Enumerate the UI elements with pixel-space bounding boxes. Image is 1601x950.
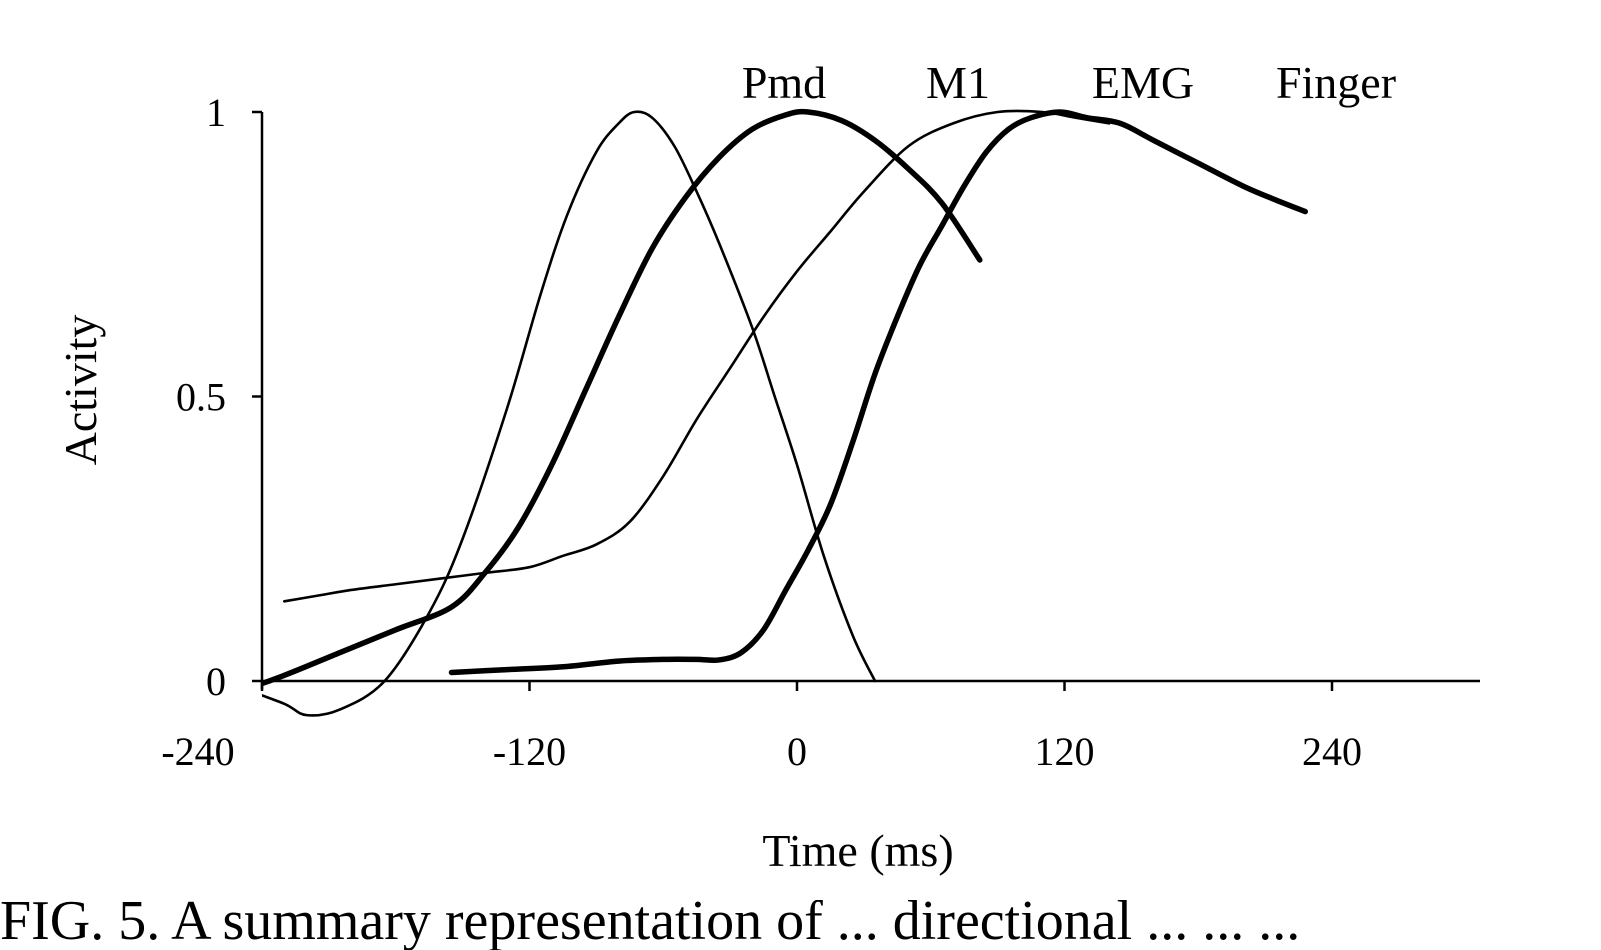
series-label-finger: Finger [1276,57,1396,108]
series-label-emg: EMG [1092,57,1194,108]
labels: -240 -120 0 120 240 0 0.5 1 Time (ms) Activity Pmd… [55,57,1396,876]
x-axis-label: Time (ms) [762,825,953,876]
x-tick-label: -120 [493,729,566,774]
series-line-m1 [262,108,983,687]
y-tick-label: 1 [206,90,226,135]
series-label-m1: M1 [926,57,990,108]
y-axis-label: Activity [55,315,106,466]
series-line-pmd [262,110,877,717]
x-tick-label: 120 [1035,729,1095,774]
y-tick-label: 0.5 [176,375,226,420]
series-line-emg [282,109,1111,603]
series-line-finger [448,109,1308,676]
figure-caption: FIG. 5. A summary representation of ... … [0,892,1301,950]
y-tick-label: 0 [206,659,226,704]
x-tick-label: -240 [161,729,234,774]
x-tick-label: 240 [1302,729,1362,774]
plot-area [262,108,1308,717]
series-label-pmd: Pmd [742,57,826,108]
axes [252,110,1480,691]
x-tick-label: 0 [787,729,807,774]
